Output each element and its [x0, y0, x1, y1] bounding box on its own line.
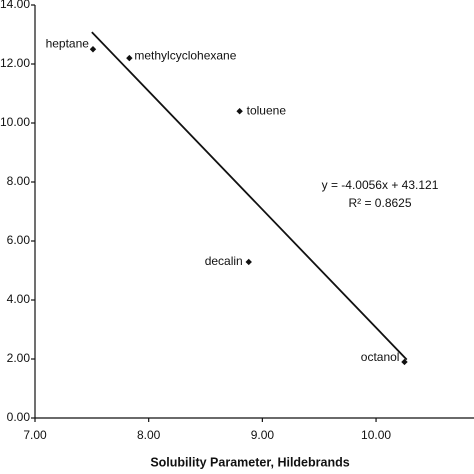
- point: [245, 258, 252, 266]
- point-label: octanol: [361, 350, 400, 364]
- x-tick-label: 7.00: [23, 428, 47, 442]
- x-tick-label: 9.00: [251, 428, 275, 442]
- x-tick-label: 10.00: [361, 428, 391, 442]
- equation: y = -4.0056x + 43.121: [322, 178, 439, 192]
- point: [126, 54, 133, 62]
- point: [401, 358, 408, 366]
- y-tick-label: 6.00: [7, 233, 31, 247]
- y-tick-label: 0.00: [7, 410, 31, 424]
- r-squared: R² = 0.8625: [348, 196, 411, 210]
- y-tick-label: 8.00: [7, 174, 31, 188]
- point-label: toluene: [247, 103, 287, 117]
- y-tick-label: 10.00: [0, 115, 30, 129]
- x-axis-title: Solubility Parameter, Hildebrands: [150, 455, 349, 469]
- y-tick-label: 4.00: [7, 292, 31, 306]
- trendline: [91, 31, 408, 361]
- y-tick-label: 2.00: [7, 351, 31, 365]
- point-label: methylcyclohexane: [134, 48, 236, 62]
- point-label: decalin: [205, 254, 243, 268]
- y-tick-label: 12.00: [0, 56, 30, 70]
- point: [89, 46, 97, 53]
- y-tick-label: 14.00: [0, 0, 30, 11]
- x-tick-label: 8.00: [137, 428, 161, 442]
- point: [236, 108, 243, 115]
- point-label: heptane: [46, 36, 90, 50]
